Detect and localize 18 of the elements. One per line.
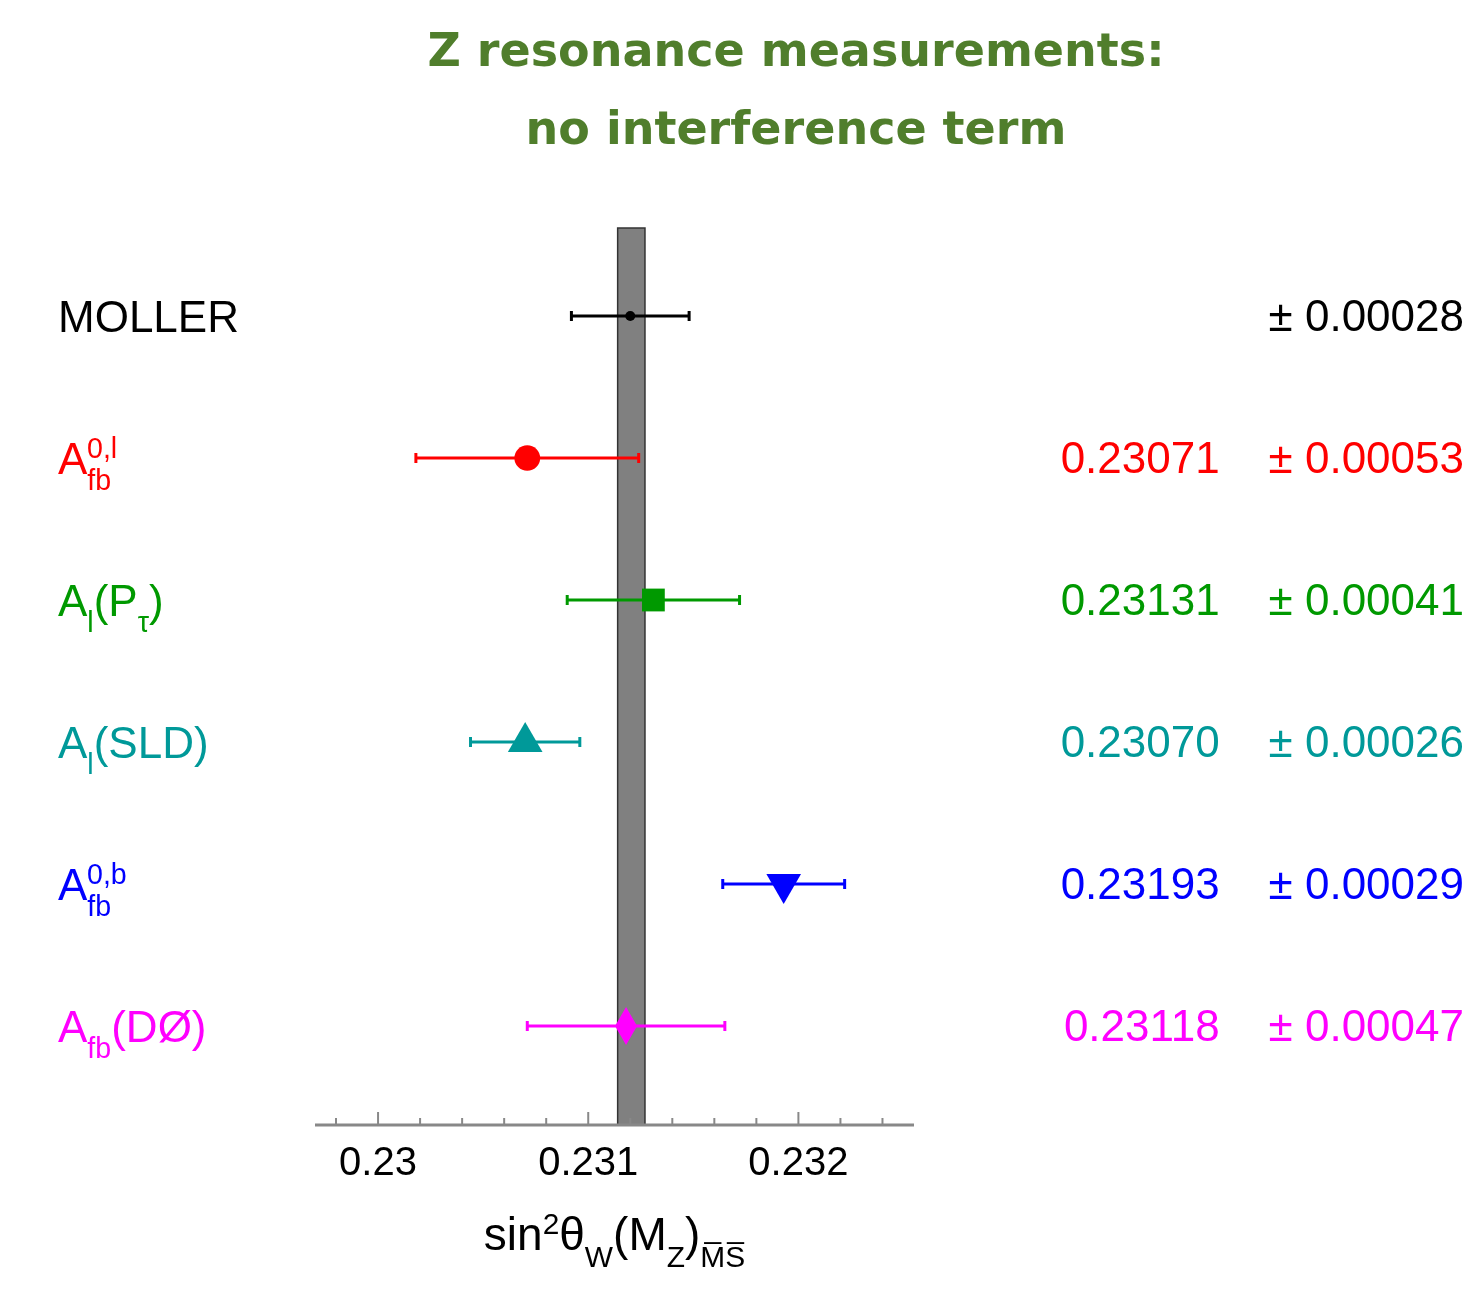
text: 0.23070 ± 0.00026	[1060, 717, 1464, 766]
chart-title: Z resonance measurements: no interference term	[427, 23, 1165, 155]
text: 0.23118 ± 0.00047	[1063, 1001, 1464, 1050]
point	[641, 588, 665, 612]
point	[625, 311, 636, 321]
x-axis-title: sin$^{2}$θ$_{W}$(M$_{Z}$)$_{M̅S̅}$	[483, 1206, 746, 1273]
y-tick-label: A$_{l}$(P$_{τ}$)	[58, 576, 164, 638]
y-tick-label: MOLLER	[58, 292, 239, 341]
x-tick-label: 0.23	[339, 1139, 417, 1183]
y-tick-label: A$_{l}$(SLD)	[58, 718, 209, 780]
text: ± 0.00028	[1268, 291, 1464, 340]
text: 0.23193 ± 0.00029	[1060, 859, 1464, 908]
x-tick-label: 0.231	[538, 1139, 639, 1183]
point	[514, 445, 541, 471]
y-tick-label: A$_{fb}$(DØ)	[58, 1002, 207, 1064]
text: 0.23071 ± 0.00053	[1060, 433, 1464, 482]
text: 0.23131 ± 0.00041	[1060, 575, 1464, 624]
x-tick-label: 0.232	[748, 1139, 849, 1183]
